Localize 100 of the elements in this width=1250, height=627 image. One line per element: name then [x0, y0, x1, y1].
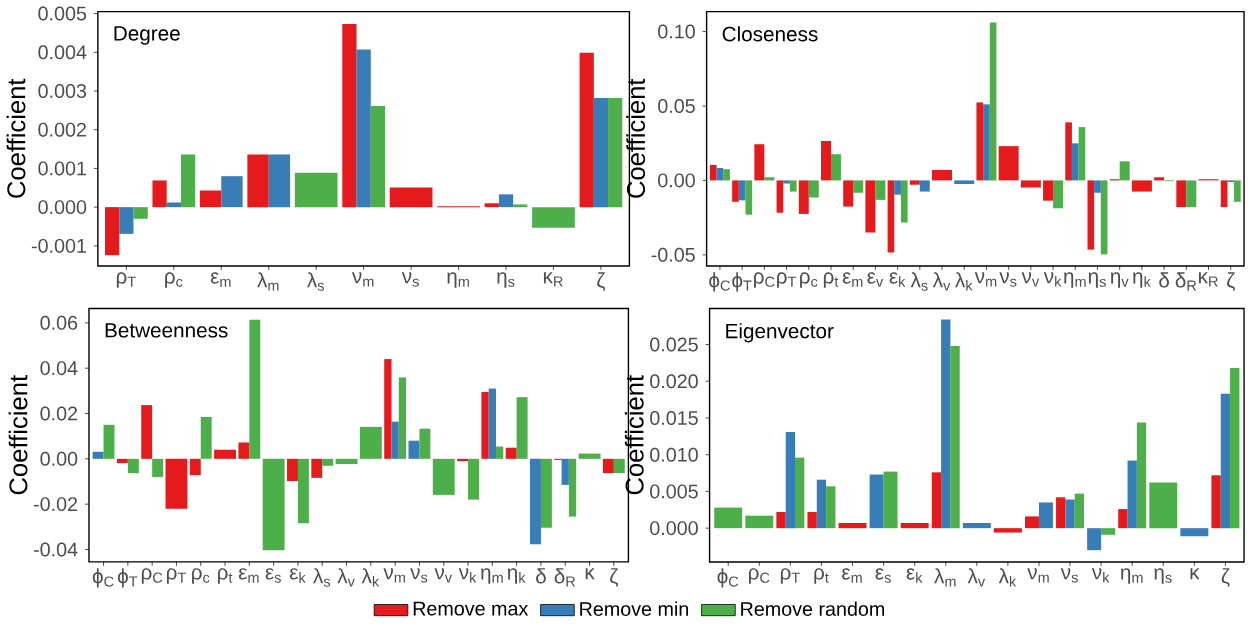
text: Eigenvector: [726, 323, 834, 343]
x-tick-label: ρ$_{C}$: [749, 568, 770, 584]
bar: [133, 207, 148, 219]
x-tick-label: ε$_{s}$: [265, 568, 281, 583]
x-tick-label: λ$_{m}$: [257, 272, 279, 291]
x-tick-label: ν$_{k}$: [1043, 272, 1062, 287]
bar: [1127, 460, 1137, 529]
bar: [764, 177, 775, 181]
x-tick-label: ν$_{m}$: [974, 272, 997, 287]
x-tick-label: η$_{m}$: [447, 272, 469, 288]
bar: [785, 432, 796, 529]
bar: [513, 204, 528, 208]
x-tick-label: δ: [536, 568, 546, 584]
bar: [1053, 180, 1064, 209]
x-tick-label: λ$_{v}$: [337, 568, 355, 587]
bar: [356, 49, 371, 208]
y-tick-label: 0.001: [38, 161, 86, 176]
y-tick-label: 0.015: [650, 411, 698, 426]
y-tick-label: 0.005: [38, 6, 87, 21]
bar: [807, 512, 817, 529]
x-tick-label: ζ: [610, 568, 618, 588]
bar: [776, 512, 786, 529]
bar: [166, 202, 181, 208]
y-tick-label: 0.00: [658, 173, 695, 188]
y-tick-label: -0.04: [33, 542, 78, 557]
bar: [875, 180, 886, 201]
y-tick-label: 0.000: [650, 521, 698, 536]
legend-label: Remove max: [413, 602, 529, 616]
x-tick-label: ν$_{v}$: [1021, 272, 1040, 287]
bar: [738, 180, 746, 201]
x-tick-label: ν$_{m}$: [351, 272, 374, 287]
x-tick-label: ν$_{s}$: [999, 272, 1017, 287]
x-tick-label: κ: [1190, 568, 1200, 580]
x-tick-label: η$_{k}$: [1133, 272, 1151, 288]
x-tick-label: ρ$_{c}$: [800, 272, 818, 288]
bar: [820, 141, 831, 181]
x-tick-label: ρ$_{T}$: [777, 272, 797, 288]
x-tick-label: η$_{m}$: [1120, 568, 1143, 584]
x-tick-label: λ$_{m}$: [934, 568, 956, 587]
bar: [1176, 180, 1187, 208]
bar: [826, 486, 836, 529]
bar: [941, 319, 951, 529]
x-tick-label: ρ$_{T}$: [780, 568, 800, 584]
y-tick-label: -0.001: [31, 239, 86, 254]
x-tick-label: ε$_{m}$: [238, 568, 259, 583]
bar: [783, 180, 790, 184]
x-tick-label: ν$_{m}$: [1027, 568, 1049, 583]
bar: [830, 154, 841, 181]
x-tick-label: ν$_{s}$: [410, 568, 428, 583]
bar: [983, 104, 990, 181]
x-tick-label: η$_{s}$: [1154, 568, 1172, 584]
y-tick-label: 0.10: [658, 24, 695, 39]
x-tick-label: η$_{s}$: [497, 272, 515, 288]
x-tick-label: ν$_{k}$: [458, 568, 477, 583]
bar: [808, 180, 819, 198]
bar: [1071, 143, 1079, 181]
x-tick-label: ε$_{v}$: [867, 272, 884, 287]
bar: [579, 52, 594, 208]
y-tick-label: 0.04: [40, 361, 78, 376]
bar: [593, 98, 609, 208]
y-tick-label: 0.020: [650, 374, 698, 389]
bar: [865, 180, 876, 233]
bar: [1094, 180, 1101, 193]
x-tick-label: ϕ$_{T}$: [732, 272, 752, 292]
x-tick-label: ρ$_{t}$: [217, 568, 233, 584]
bar: [1154, 177, 1165, 181]
x-tick-label: ϕ$_{C}$: [92, 568, 114, 588]
x-tick-label: ν$_{s}$: [1060, 568, 1078, 583]
bar: [1136, 422, 1147, 529]
x-tick-label: ρ$_{c}$: [165, 272, 183, 288]
x-tick-label: ρ$_{C}$: [754, 272, 775, 288]
y-tick-label: 0.000: [38, 200, 87, 215]
bar: [152, 180, 167, 208]
bar: [894, 180, 901, 195]
y-axis-title: Coefficient: [8, 375, 28, 495]
x-tick-label: ε$_{k}$: [906, 568, 923, 583]
x-tick-label: ε$_{m}$: [842, 272, 863, 287]
y-tick-label: 0.010: [650, 447, 698, 462]
x-tick-label: ρ$_{c}$: [192, 568, 210, 584]
x-tick-label: κ: [585, 568, 595, 580]
bar: [119, 207, 134, 235]
y-tick-label: -0.05: [651, 248, 695, 262]
x-tick-label: λ$_{k}$: [361, 568, 380, 587]
bar: [180, 154, 196, 208]
x-tick-label: ρ$_{t}$: [823, 272, 839, 288]
bar: [1043, 180, 1054, 201]
y-tick-label: 0.05: [658, 99, 695, 114]
y-tick-label: 0.004: [38, 45, 87, 60]
bar: [608, 98, 623, 208]
x-tick-label: ε$_{s}$: [875, 568, 891, 584]
bar: [1186, 180, 1197, 208]
bar: [795, 457, 805, 529]
x-tick-label: ζ: [1221, 568, 1230, 588]
x-tick-label: κ$_{R}$: [1199, 272, 1218, 287]
bar: [1211, 475, 1221, 529]
bar: [798, 180, 809, 215]
y-tick-label: 0.003: [38, 84, 87, 99]
bar: [105, 207, 120, 256]
y-tick-label: 0.02: [40, 406, 78, 421]
x-tick-label: ν$_{v}$: [434, 568, 453, 583]
